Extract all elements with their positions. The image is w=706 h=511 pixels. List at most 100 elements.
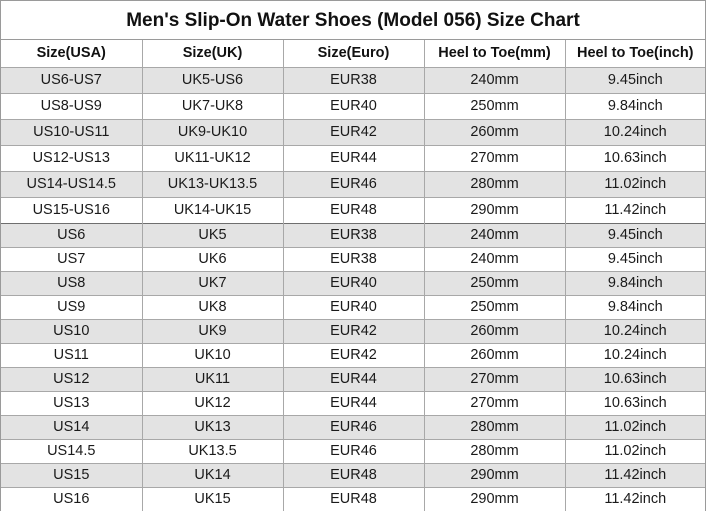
heel-to-toe-mm-cell: 250mm [423,294,566,320]
size-usa-cell: US7 [1,246,143,272]
size-uk-cell: UK10 [141,342,284,368]
heel-to-toe-mm-cell: 260mm [423,342,566,368]
size-usa-cell: US16 [1,486,143,511]
heel-to-toe-mm-cell: 270mm [423,366,566,392]
heel-to-toe-inch-cell: 9.45inch [564,66,705,94]
size-uk-cell: UK11-UK12 [141,144,284,172]
size-usa-cell: US12-US13 [1,144,143,172]
heel-to-toe-mm-cell: 290mm [423,196,566,223]
size-euro-cell: EUR42 [282,318,425,344]
size-euro-cell: EUR48 [282,486,425,511]
table-row: US14-US14.5 UK13-UK13.5 EUR46 280mm 11.02inc… [1,170,705,198]
table-row: US6-US7 UK5-US6 EUR38 240mm 9.45inch [1,66,705,94]
size-uk-cell: UK7 [141,270,284,296]
size-usa-cell: US6-US7 [1,66,143,94]
size-uk-cell: UK15 [141,486,284,511]
heel-to-toe-inch-cell: 11.02inch [564,170,705,198]
heel-to-toe-mm-cell: 280mm [423,414,566,440]
size-euro-cell: EUR46 [282,414,425,440]
header-size-usa: Size(USA) [1,40,143,68]
header-size-uk: Size(UK) [141,40,284,68]
heel-to-toe-inch-cell: 9.84inch [564,294,705,320]
table-row: US10-US11 UK9-UK10 EUR42 260mm 10.24inch [1,118,705,146]
heel-to-toe-mm-cell: 260mm [423,318,566,344]
size-uk-cell: UK5 [141,222,284,248]
heel-to-toe-inch-cell: 11.42inch [564,486,705,511]
size-usa-cell: US14-US14.5 [1,170,143,198]
table-row: US15 UK14 EUR48 290mm 11.42inch [1,462,705,488]
table-row: US8-US9 UK7-UK8 EUR40 250mm 9.84inch [1,92,705,120]
heel-to-toe-inch-cell: 11.42inch [564,196,705,223]
heel-to-toe-inch-cell: 10.63inch [564,366,705,392]
heel-to-toe-mm-cell: 270mm [423,390,566,416]
size-uk-cell: UK12 [141,390,284,416]
heel-to-toe-mm-cell: 290mm [423,462,566,488]
heel-to-toe-inch-cell: 10.63inch [564,144,705,172]
size-euro-cell: EUR48 [282,462,425,488]
heel-to-toe-mm-cell: 280mm [423,438,566,464]
size-euro-cell: EUR44 [282,366,425,392]
size-uk-cell: UK5-US6 [141,66,284,94]
heel-to-toe-mm-cell: 270mm [423,144,566,172]
heel-to-toe-inch-cell: 10.24inch [564,342,705,368]
size-euro-cell: EUR40 [282,92,425,120]
header-heel-to-toe-mm: Heel to Toe(mm) [423,40,566,68]
table-row: US14.5 UK13.5 EUR46 280mm 11.02inch [1,438,705,464]
size-usa-cell: US15 [1,462,143,488]
heel-to-toe-mm-cell: 250mm [423,270,566,296]
size-usa-cell: US15-US16 [1,196,143,223]
size-uk-cell: UK9 [141,318,284,344]
size-uk-cell: UK14-UK15 [141,196,284,223]
table-row: US8 UK7 EUR40 250mm 9.84inch [1,270,705,296]
size-euro-cell: EUR46 [282,170,425,198]
heel-to-toe-inch-cell: 9.84inch [564,270,705,296]
heel-to-toe-inch-cell: 9.45inch [564,246,705,272]
size-euro-cell: EUR44 [282,144,425,172]
size-euro-cell: EUR38 [282,66,425,94]
single-size-group: US6 UK5 EUR38 240mm 9.45inch US7 UK6 EUR38 240mm… [1,222,705,511]
heel-to-toe-mm-cell: 250mm [423,92,566,120]
size-table: Size(USA) Size(UK) Size(Euro) Heel to To… [1,40,705,511]
header-heel-to-toe-inch: Heel to Toe(inch) [564,40,705,68]
size-euro-cell: EUR42 [282,342,425,368]
size-usa-cell: US6 [1,222,143,248]
size-usa-cell: US11 [1,342,143,368]
heel-to-toe-mm-cell: 290mm [423,486,566,511]
heel-to-toe-mm-cell: 280mm [423,170,566,198]
table-row: US12 UK11 EUR44 270mm 10.63inch [1,366,705,392]
size-euro-cell: EUR42 [282,118,425,146]
size-euro-cell: EUR44 [282,390,425,416]
size-usa-cell: US8-US9 [1,92,143,120]
size-usa-cell: US10 [1,318,143,344]
heel-to-toe-inch-cell: 11.02inch [564,414,705,440]
size-uk-cell: UK13-UK13.5 [141,170,284,198]
size-uk-cell: UK8 [141,294,284,320]
table-row: US15-US16 UK14-UK15 EUR48 290mm 11.42inch [1,196,705,223]
size-usa-cell: US14 [1,414,143,440]
size-usa-cell: US14.5 [1,438,143,464]
heel-to-toe-mm-cell: 240mm [423,246,566,272]
heel-to-toe-inch-cell: 10.24inch [564,318,705,344]
size-uk-cell: UK14 [141,462,284,488]
table-row: US6 UK5 EUR38 240mm 9.45inch [1,222,705,248]
range-size-group: US6-US7 UK5-US6 EUR38 240mm 9.45inch US8-US9 U… [1,66,705,223]
heel-to-toe-inch-cell: 10.63inch [564,390,705,416]
size-uk-cell: UK13.5 [141,438,284,464]
size-euro-cell: EUR38 [282,222,425,248]
table-header: Size(USA) Size(UK) Size(Euro) Heel to To… [1,40,705,68]
size-uk-cell: UK11 [141,366,284,392]
heel-to-toe-inch-cell: 10.24inch [564,118,705,146]
size-euro-cell: EUR46 [282,438,425,464]
header-row: Size(USA) Size(UK) Size(Euro) Heel to To… [1,40,705,68]
size-uk-cell: UK6 [141,246,284,272]
size-usa-cell: US10-US11 [1,118,143,146]
size-euro-cell: EUR40 [282,294,425,320]
size-uk-cell: UK9-UK10 [141,118,284,146]
heel-to-toe-mm-cell: 260mm [423,118,566,146]
size-usa-cell: US12 [1,366,143,392]
heel-to-toe-inch-cell: 9.84inch [564,92,705,120]
table-row: US12-US13 UK11-UK12 EUR44 270mm 10.63inch [1,144,705,172]
table-row: US16 UK15 EUR48 290mm 11.42inch [1,486,705,511]
heel-to-toe-inch-cell: 9.45inch [564,222,705,248]
